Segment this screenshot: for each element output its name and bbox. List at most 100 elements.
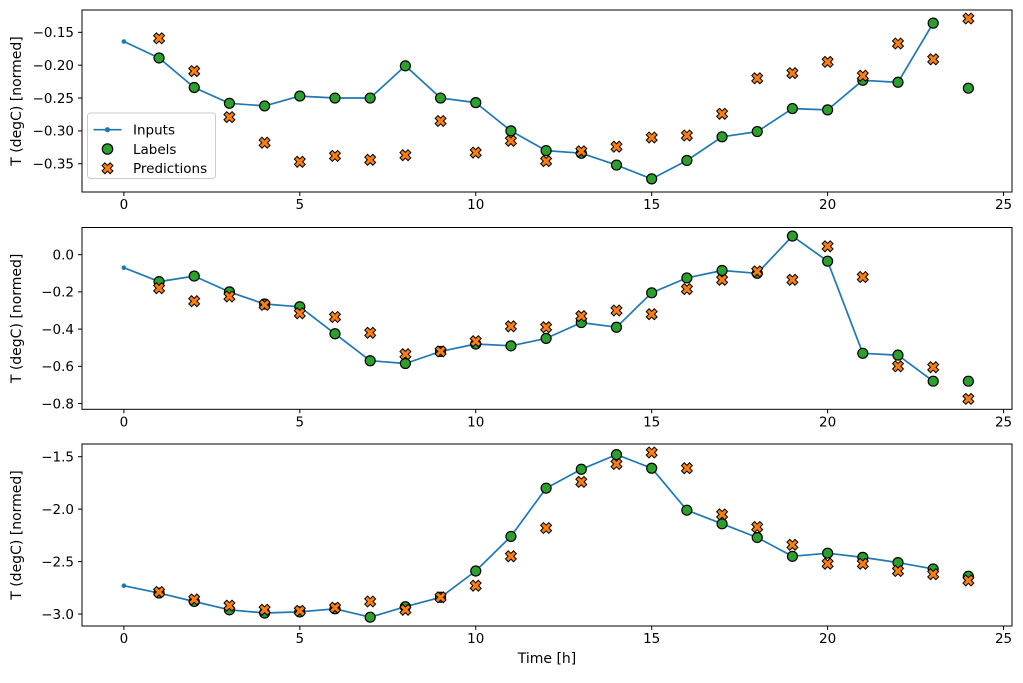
prediction-marker [680, 129, 694, 142]
label-marker [822, 104, 834, 116]
y-axis-label: T (degC) [normed] [9, 36, 25, 167]
x-tick-label: 15 [643, 197, 660, 213]
label-marker [223, 97, 236, 109]
prediction-marker [399, 603, 412, 616]
prediction-marker [680, 462, 694, 475]
labels-markers [153, 17, 974, 185]
legend-item-label: Inputs [133, 123, 175, 139]
label-marker [575, 463, 587, 475]
input-marker [121, 583, 127, 589]
label-marker [962, 82, 974, 94]
prediction-marker [751, 265, 764, 278]
label-marker [716, 264, 728, 277]
inputs-markers [121, 452, 936, 620]
label-marker [927, 375, 939, 387]
x-tick-label: 0 [120, 197, 129, 213]
label-marker [786, 230, 799, 242]
label-marker [610, 321, 623, 333]
prediction-marker [751, 520, 764, 534]
x-tick-label: 5 [296, 631, 305, 647]
label-marker [786, 102, 799, 115]
prediction-marker [188, 64, 201, 78]
prediction-marker [223, 110, 236, 124]
x-tick-label: 10 [467, 631, 484, 647]
x-tick-label: 20 [819, 197, 836, 213]
prediction-marker [927, 361, 940, 374]
prediction-marker [364, 595, 377, 608]
label-marker [470, 97, 482, 109]
subplot-bottom: −1.5 −2.0 −2.5 −3.0 0 5 10 15 20 25 T (degC) [norm… [9, 443, 1013, 647]
x-tick-label: 15 [643, 631, 660, 647]
x-tick-label: 25 [995, 414, 1012, 430]
prediction-marker [856, 69, 869, 82]
label-marker [364, 92, 376, 104]
prediction-marker [575, 475, 588, 489]
prediction-marker [434, 345, 447, 358]
prediction-marker [293, 307, 306, 320]
label-marker [822, 255, 834, 267]
prediction-marker [328, 149, 342, 163]
x-tick-label: 20 [819, 631, 836, 647]
y-axis-label: T (degC) [normed] [9, 470, 25, 601]
prediction-marker [188, 295, 201, 308]
label-marker [329, 92, 341, 104]
prediction-marker [786, 66, 799, 80]
prediction-marker [539, 154, 553, 168]
label-marker [364, 611, 376, 623]
x-tick-label: 15 [643, 414, 660, 430]
x-tick-label: 20 [819, 414, 836, 430]
input-marker [121, 39, 127, 44]
label-marker [646, 287, 658, 299]
label-marker [540, 482, 552, 494]
predictions-markers [152, 446, 975, 618]
label-marker [188, 270, 200, 282]
prediction-marker [223, 599, 236, 612]
legend-circle-sample [101, 143, 114, 155]
y-tick-label: −0.35 [33, 157, 74, 173]
prediction-marker [539, 321, 553, 334]
prediction-marker [786, 273, 799, 286]
label-marker [751, 531, 763, 544]
label-marker [681, 272, 693, 284]
x-tick-label: 25 [995, 631, 1012, 647]
y-tick-label: −0.15 [33, 25, 74, 41]
label-marker [505, 340, 517, 352]
inputs-markers [121, 20, 936, 182]
prediction-marker [399, 149, 412, 162]
legend-item-labels: Labels [101, 142, 176, 158]
x-tick-label: 0 [120, 631, 129, 647]
prediction-marker [821, 55, 834, 69]
x-tick-label: 5 [296, 197, 305, 213]
prediction-marker [927, 568, 940, 581]
prediction-marker [328, 310, 342, 324]
labels-markers [153, 448, 974, 623]
prediction-marker [504, 550, 518, 563]
label-marker [716, 131, 728, 143]
legend: Inputs Labels Predictions [87, 112, 216, 179]
prediction-marker [152, 585, 166, 599]
label-marker [434, 92, 447, 104]
y-tick-label: −2.0 [41, 502, 74, 518]
label-marker [610, 448, 623, 461]
label-marker [857, 347, 869, 359]
prediction-marker [504, 320, 518, 333]
y-tick-label: 0.0 [53, 247, 74, 263]
subplot-top: −0.15 −0.20 −0.25 −0.30 −0.35 0 5 10 15 20 25 T (de… [9, 9, 1013, 213]
input-marker [121, 265, 127, 270]
predictions-markers [152, 12, 975, 168]
x-tick-label: 10 [467, 414, 484, 430]
label-marker [716, 518, 728, 530]
labels-markers [153, 230, 974, 387]
label-marker [892, 76, 904, 88]
prediction-marker [469, 579, 482, 592]
prediction-marker [645, 131, 658, 144]
legend-item-predictions: Predictions [101, 161, 207, 177]
label-marker [962, 375, 974, 387]
label-marker [399, 60, 411, 72]
label-marker [540, 332, 552, 345]
prediction-marker [258, 603, 271, 616]
prediction-marker [399, 348, 412, 361]
prediction-marker [680, 282, 694, 296]
